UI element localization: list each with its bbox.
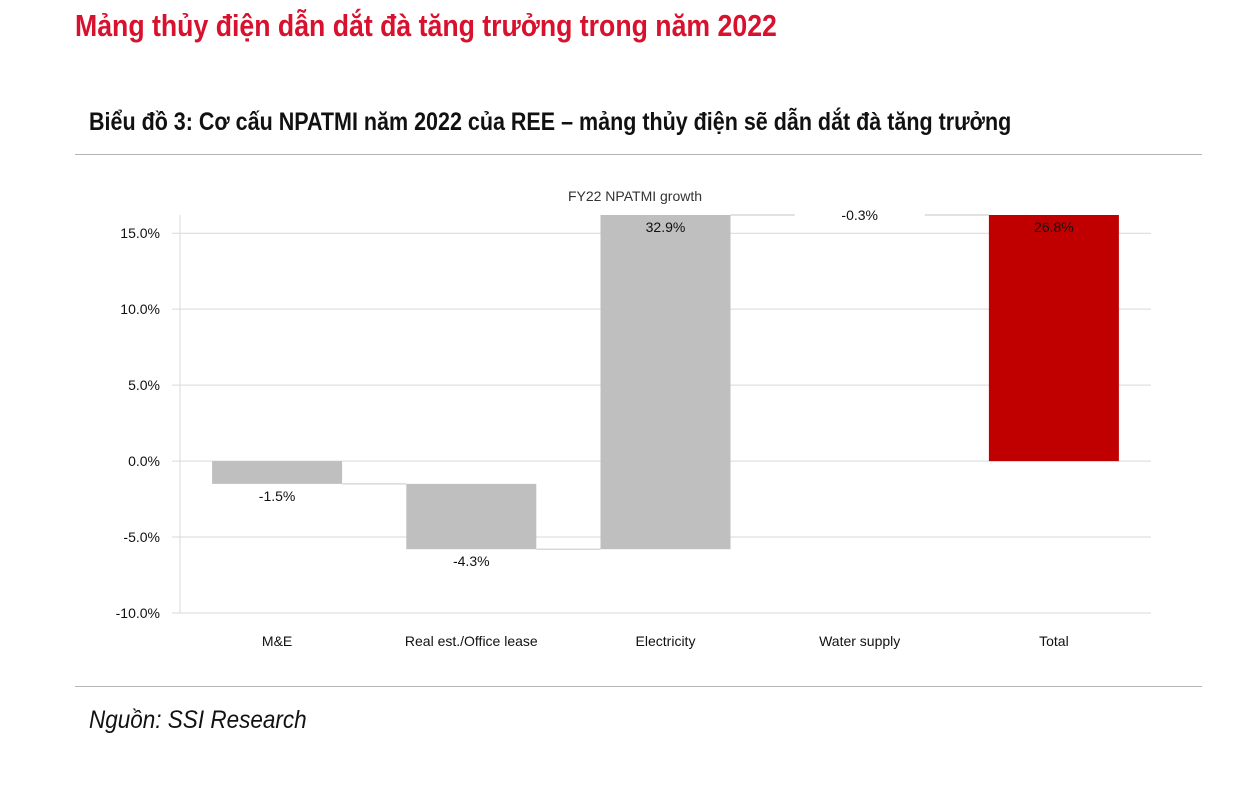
- data-label: -0.3%: [841, 207, 878, 223]
- data-labels: -1.5% -4.3% 32.9% -0.3% 26.8%: [259, 207, 1074, 569]
- data-label: -4.3%: [453, 553, 490, 569]
- top-divider: [75, 154, 1202, 155]
- source-note: Nguồn: SSI Research: [89, 706, 307, 734]
- bottom-divider: [75, 686, 1202, 687]
- connectors: [342, 214, 989, 550]
- bar-electricity: [600, 215, 731, 550]
- bar-m-e: [212, 461, 343, 484]
- x-tick-label: Electricity: [636, 633, 696, 649]
- bars: [212, 215, 1119, 550]
- waterfall-chart: -1.5% -4.3% 32.9% -0.3% 26.8% 15.0% 10.0% 5.0%…: [116, 188, 1151, 649]
- y-tick-label: -5.0%: [123, 529, 160, 545]
- y-tick-label: 10.0%: [120, 301, 160, 317]
- y-axis-ticks: 15.0% 10.0% 5.0% 0.0% -5.0% -10.0%: [116, 225, 160, 621]
- chart-caption: Biểu đồ 3: Cơ cấu NPATMI năm 2022 của RE…: [89, 108, 1012, 136]
- y-tick-label: 0.0%: [128, 453, 160, 469]
- bar-total: [988, 215, 1119, 462]
- data-label: -1.5%: [259, 488, 296, 504]
- x-tick-label: Water supply: [819, 633, 900, 649]
- bar-real-est-office-lease: [406, 483, 537, 550]
- x-tick-label: Total: [1039, 633, 1069, 649]
- page-heading: Mảng thủy điện dẫn dắt đà tăng trưởng tr…: [75, 8, 777, 43]
- y-tick-label: -10.0%: [116, 605, 160, 621]
- y-tick-label: 5.0%: [128, 377, 160, 393]
- x-tick-label: M&E: [262, 633, 292, 649]
- x-tick-label: Real est./Office lease: [405, 633, 538, 649]
- data-label: 26.8%: [1034, 219, 1074, 235]
- x-axis-ticks: M&E Real est./Office lease Electricity Wate…: [262, 633, 1069, 649]
- data-label: 32.9%: [646, 219, 686, 235]
- chart-title: FY22 NPATMI growth: [568, 188, 702, 204]
- y-tick-label: 15.0%: [120, 225, 160, 241]
